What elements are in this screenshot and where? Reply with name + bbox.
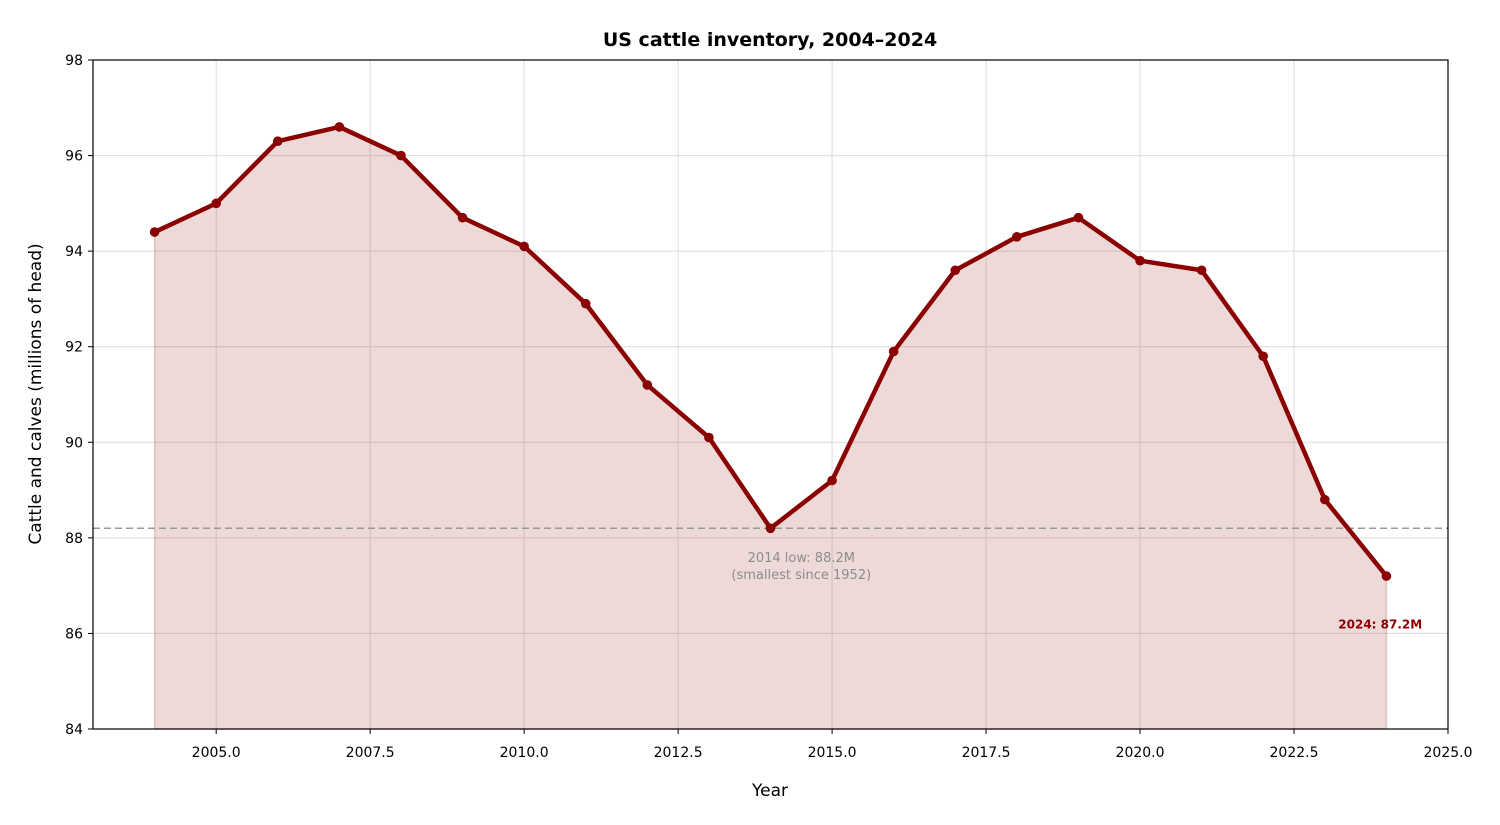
data-point: [827, 475, 837, 486]
x-axis-ticks: 2005.0 2007.5 2010.0 2012.5 2015.0 2017.5 2020…: [192, 729, 1473, 761]
y-tick-label: 92: [65, 340, 83, 356]
plot-frame: [92, 59, 1449, 730]
data-points: [149, 122, 1392, 581]
data-point: [642, 380, 653, 390]
data-point: [519, 241, 529, 252]
y-tick-label: 94: [65, 244, 83, 260]
chart-title: US cattle inventory, 2004–2024: [603, 29, 937, 51]
x-axis-title: Year: [751, 781, 788, 801]
data-point: [888, 346, 899, 357]
x-tick-label: 2012.5: [654, 745, 703, 761]
x-tick-label: 2007.5: [346, 745, 395, 761]
data-point: [272, 136, 283, 147]
y-axis-title: Cattle and calves (millions of head): [26, 243, 46, 544]
annotations: 2014 low: 88.2M (smallest since 1952) 2024…: [731, 551, 1422, 632]
x-tick-label: 2017.5: [962, 745, 1011, 761]
annotation-text: 2024: 87.2M: [1338, 618, 1422, 632]
y-tick-label: 84: [65, 722, 83, 738]
data-point: [149, 227, 160, 237]
data-point: [1320, 494, 1330, 505]
data-point: [1258, 351, 1269, 362]
y-tick-label: 90: [65, 435, 83, 451]
x-tick-label: 2005.0: [192, 745, 241, 761]
annotation-text: (smallest since 1952): [731, 568, 871, 583]
data-point: [396, 150, 406, 161]
y-axis-ticks: 84 86 88 90 92 94 96 98: [65, 53, 93, 738]
data-point: [334, 122, 345, 132]
data-point: [1073, 212, 1084, 223]
y-tick-label: 88: [65, 531, 83, 547]
y-tick-label: 96: [65, 149, 83, 165]
data-point: [1135, 255, 1145, 266]
annotation-text: 2014 low: 88.2M: [748, 551, 855, 566]
data-point: [580, 298, 591, 309]
data-point: [704, 432, 714, 443]
data-point: [1196, 265, 1207, 276]
data-point: [1381, 571, 1392, 581]
y-tick-label: 98: [65, 53, 83, 69]
data-point: [211, 198, 221, 209]
x-tick-label: 2010.0: [500, 745, 549, 761]
x-tick-label: 2022.5: [1270, 745, 1319, 761]
y-tick-label: 86: [65, 626, 83, 642]
x-tick-label: 2020.0: [1116, 745, 1165, 761]
data-point: [950, 265, 961, 276]
x-tick-label: 2015.0: [808, 745, 857, 761]
data-point: [1012, 232, 1022, 242]
x-tick-label: 2025.0: [1424, 745, 1473, 761]
data-point: [765, 523, 776, 534]
data-point: [457, 212, 468, 223]
